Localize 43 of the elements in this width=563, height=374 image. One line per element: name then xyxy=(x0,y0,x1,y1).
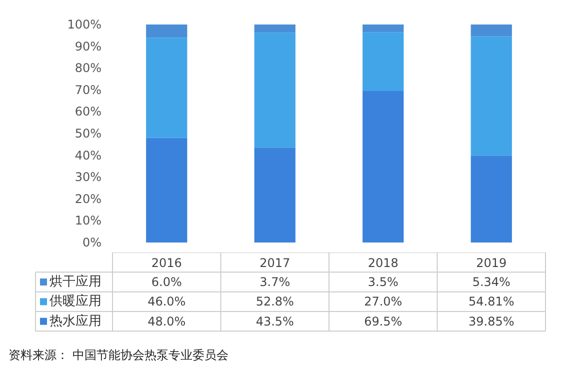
data-label: 6.0% xyxy=(151,275,182,289)
bar xyxy=(254,148,296,242)
y-tick-label: 50% xyxy=(74,126,102,140)
y-tick-label: 70% xyxy=(74,82,102,97)
y-tick-label: 90% xyxy=(74,39,102,54)
bar xyxy=(362,32,404,91)
x-tick-label: 2017 xyxy=(260,256,290,270)
bar xyxy=(470,156,512,242)
y-tick-label: 60% xyxy=(74,104,102,119)
bar xyxy=(146,24,188,38)
y-tick-label: 30% xyxy=(74,170,102,184)
bar xyxy=(470,24,512,36)
y-tick-label: 10% xyxy=(74,214,102,228)
data-label: 3.7% xyxy=(260,275,290,289)
bar xyxy=(146,138,188,242)
bar xyxy=(362,24,404,32)
y-tick-label: 40% xyxy=(74,148,102,162)
x-tick-label: 2018 xyxy=(368,256,398,270)
legend-label: 烘干应用 xyxy=(50,274,102,290)
data-label: 52.8% xyxy=(256,294,294,309)
bar xyxy=(254,24,296,33)
legend-label: 供暖应用 xyxy=(50,293,102,310)
legend-label: 热水应用 xyxy=(50,312,102,329)
y-tick-label: 100% xyxy=(67,18,102,32)
bar xyxy=(254,32,296,148)
y-tick-label: 0% xyxy=(82,236,102,250)
text: 资料来源： 中国节能协会热泵专业委员会 xyxy=(8,348,228,362)
data-label: 54.81% xyxy=(468,294,514,309)
y-tick-label: 20% xyxy=(74,192,102,206)
data-label: 5.34% xyxy=(472,275,510,289)
data-label: 69.5% xyxy=(364,314,402,328)
x-tick-label: 2016 xyxy=(151,256,182,270)
x-tick-label: 2019 xyxy=(476,256,507,270)
bar xyxy=(146,38,188,138)
data-label: 46.0% xyxy=(148,294,186,309)
y-tick-label: 80% xyxy=(74,61,102,76)
bar xyxy=(362,90,404,242)
data-label: 48.0% xyxy=(148,314,186,328)
data-label: 43.5% xyxy=(256,314,294,328)
data-label: 27.0% xyxy=(364,294,402,309)
data-label: 3.5% xyxy=(368,275,398,289)
data-label: 39.85% xyxy=(468,314,514,328)
bar xyxy=(470,36,512,156)
